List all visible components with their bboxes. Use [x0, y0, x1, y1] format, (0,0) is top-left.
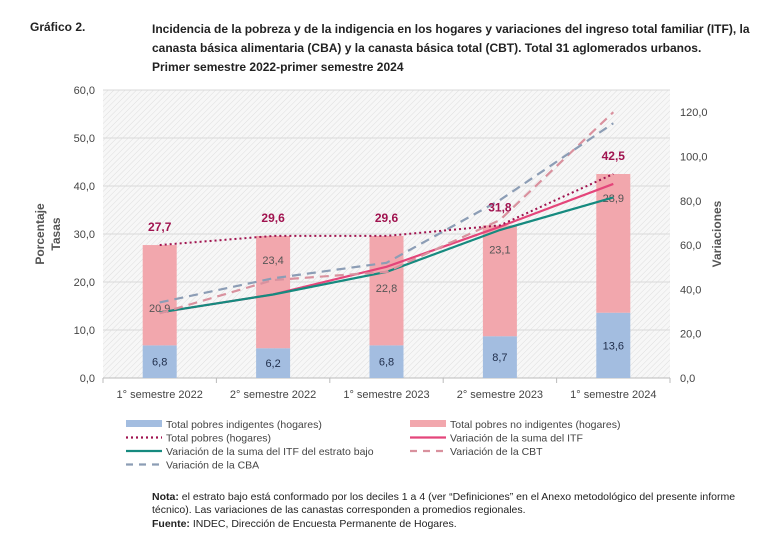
legend-label: Variación de la suma del ITF [450, 433, 583, 445]
bar-indigentes [596, 312, 631, 378]
bar-label: 6,8 [152, 357, 167, 369]
bar-no-indigentes [142, 245, 177, 346]
legend-label: Total pobres indigentes (hogares) [166, 419, 322, 431]
bar-label: 22,8 [376, 283, 397, 295]
y-left-tick-label: 40,0 [74, 181, 95, 193]
y-right-tick-label: 100,0 [680, 151, 708, 163]
legend-swatch [126, 420, 162, 427]
legend-label: Total pobres no indigentes (hogares) [450, 419, 620, 431]
bar-label: 8,7 [492, 352, 507, 364]
y-right-tick-label: 120,0 [680, 107, 708, 119]
bar-indigentes [142, 345, 177, 378]
source-text: INDEC, Dirección de Encuesta Permanente … [189, 518, 457, 530]
line-cba [159, 122, 614, 304]
total-pobres-label: 42,5 [602, 149, 626, 163]
bar-no-indigentes [596, 174, 631, 313]
x-tick-label: 1° semestre 2024 [570, 389, 656, 401]
y-right-tick-label: 80,0 [680, 196, 701, 208]
chart-title: Incidencia de la pobreza y de la indigen… [152, 20, 752, 77]
total-pobres-label: 31,8 [488, 200, 512, 214]
title-line: Incidencia de la pobreza y de la indigen… [152, 22, 750, 36]
y-left-tick-label: 0,0 [80, 373, 95, 385]
bar-label: 13,6 [603, 340, 624, 352]
bar-no-indigentes [482, 225, 517, 337]
legend-swatch [410, 420, 446, 427]
legend-label: Variación de la CBA [166, 460, 259, 472]
x-tick-label: 2° semestre 2023 [457, 389, 543, 401]
legend-label: Total pobres (hogares) [166, 433, 271, 445]
x-tick-label: 1° semestre 2022 [117, 389, 203, 401]
x-tick-label: 2° semestre 2022 [230, 389, 316, 401]
bar-label: 28,9 [603, 193, 624, 205]
legend-label: Variación de la CBT [450, 446, 543, 458]
footnote: Nota: el estrato bajo está conformado po… [152, 491, 752, 531]
y-left-tick-label: 50,0 [74, 133, 95, 145]
source-label: Fuente: [152, 518, 190, 530]
title-line: Primer semestre 2022-primer semestre 202… [152, 60, 404, 74]
y-left-axis-label: Porcentaje [33, 203, 47, 265]
total-pobres-label: 27,7 [148, 220, 172, 234]
line-cbt [159, 111, 615, 315]
y-right-tick-label: 60,0 [680, 240, 701, 252]
y-left-axis-label: Tasas [49, 217, 63, 250]
note-text: el estrato bajo está conformado por los … [152, 491, 736, 516]
y-left-tick-label: 30,0 [74, 229, 95, 241]
bar-indigentes [482, 336, 517, 378]
bar-no-indigentes [369, 235, 404, 346]
bar-label: 6,8 [379, 357, 394, 369]
y-left-tick-label: 10,0 [74, 325, 95, 337]
total-pobres-label: 29,6 [375, 211, 399, 225]
title-line: canasta básica alimentaria (CBA) y la ca… [152, 41, 702, 55]
x-tick-label: 1° semestre 2023 [343, 389, 429, 401]
figure-number: Gráfico 2. [30, 20, 86, 34]
note-label: Nota: [152, 491, 179, 503]
bar-indigentes [369, 345, 404, 378]
y-left-tick-label: 20,0 [74, 277, 95, 289]
total-pobres-label: 29,6 [261, 211, 285, 225]
y-right-tick-label: 0,0 [680, 373, 695, 385]
y-right-tick-label: 20,0 [680, 329, 701, 341]
line-total-pobres [159, 173, 614, 247]
bar-label: 6,2 [265, 358, 280, 370]
y-left-tick-label: 60,0 [74, 85, 95, 97]
y-right-axis-label: Variaciones [710, 200, 724, 267]
y-right-tick-label: 40,0 [680, 284, 701, 296]
bar-label: 23,1 [489, 244, 510, 256]
bar-label: 23,4 [262, 255, 283, 267]
bar-indigentes [256, 348, 291, 378]
legend-label: Variación de la suma del ITF del estrato… [166, 446, 374, 458]
